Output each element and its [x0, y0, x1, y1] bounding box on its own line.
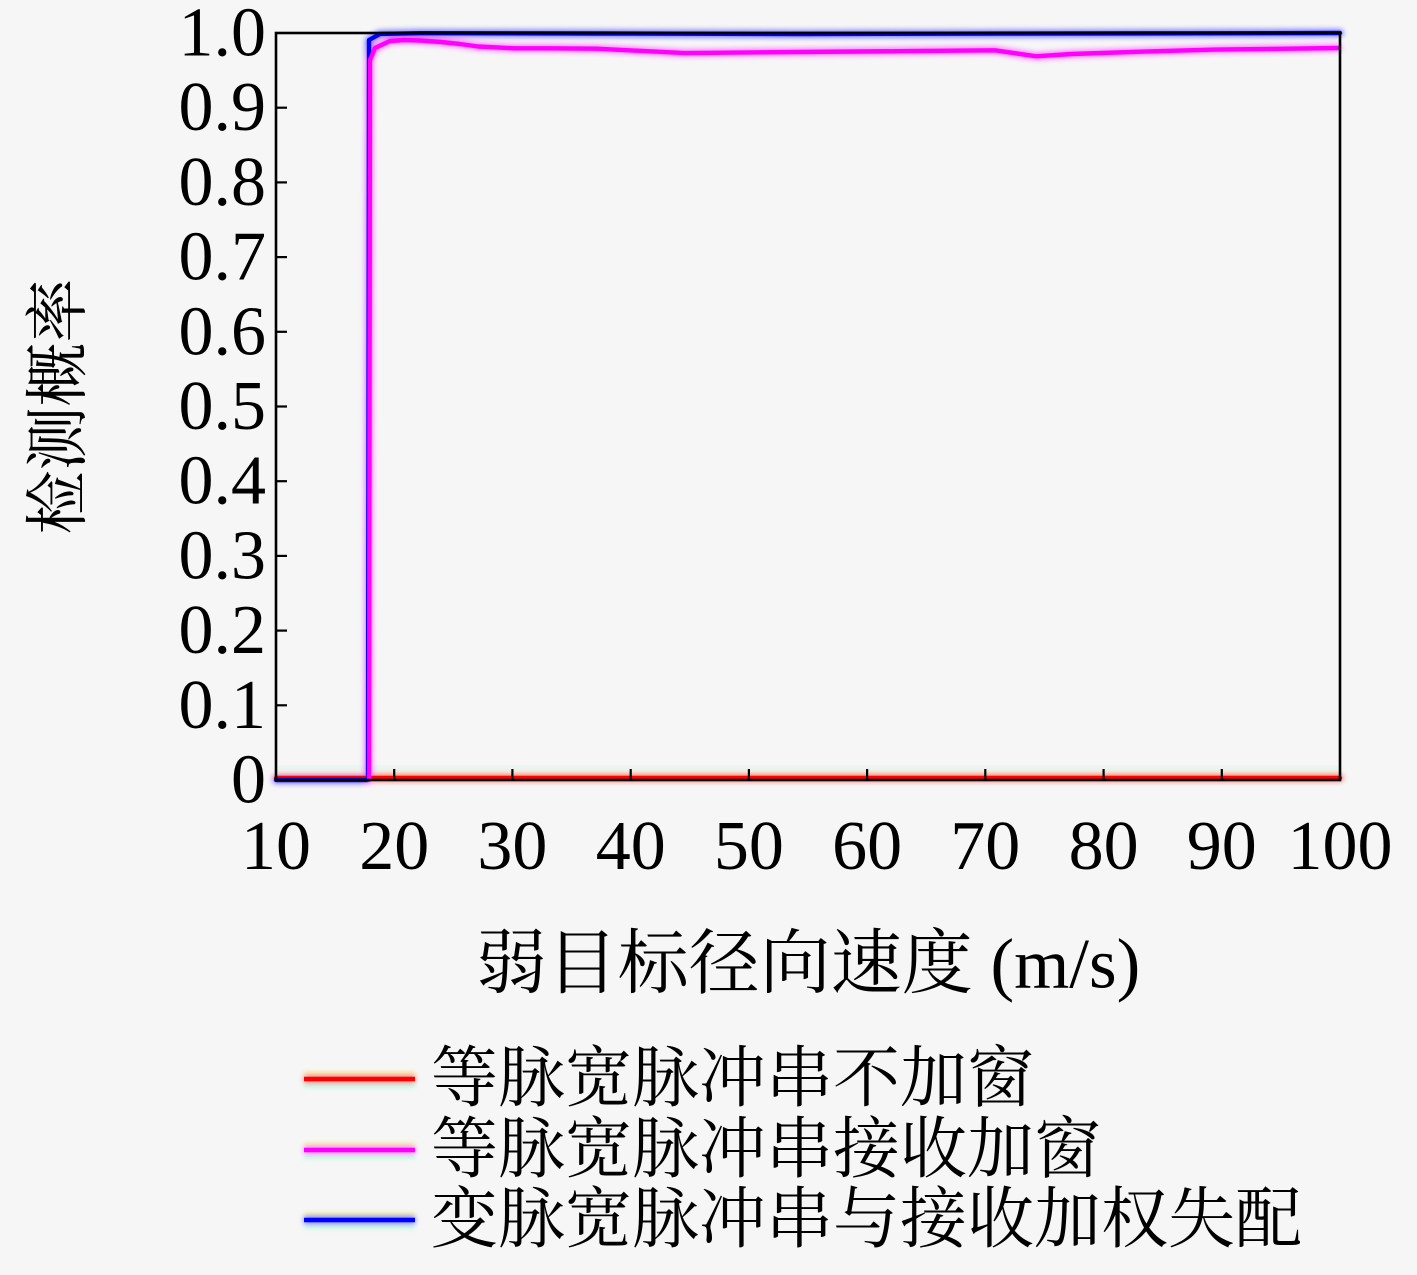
- svg-text:90: 90: [1187, 808, 1257, 885]
- svg-text:0.4: 0.4: [179, 443, 267, 520]
- svg-text:弱目标径向速度 (m/s): 弱目标径向速度 (m/s): [476, 926, 1141, 1004]
- svg-text:30: 30: [477, 808, 547, 885]
- svg-text:0.7: 0.7: [179, 219, 267, 296]
- svg-text:10: 10: [241, 808, 311, 885]
- svg-text:80: 80: [1069, 808, 1139, 885]
- svg-text:0.5: 0.5: [179, 368, 267, 445]
- svg-text:70: 70: [950, 808, 1020, 885]
- svg-text:等脉宽脉冲串不加窗: 等脉宽脉冲串不加窗: [431, 1042, 1034, 1116]
- svg-text:0.9: 0.9: [179, 69, 267, 146]
- svg-text:0.6: 0.6: [179, 293, 267, 370]
- svg-text:0.8: 0.8: [179, 144, 267, 221]
- svg-text:变脉宽脉冲串与接收加权失配: 变脉宽脉冲串与接收加权失配: [431, 1183, 1302, 1257]
- svg-text:0.3: 0.3: [179, 517, 267, 594]
- svg-text:0.1: 0.1: [179, 667, 267, 744]
- svg-text:60: 60: [832, 808, 902, 885]
- svg-text:检测概率: 检测概率: [23, 279, 94, 535]
- svg-text:0.2: 0.2: [179, 592, 267, 669]
- svg-text:等脉宽脉冲串接收加窗: 等脉宽脉冲串接收加窗: [431, 1113, 1101, 1187]
- svg-text:50: 50: [714, 808, 784, 885]
- svg-text:1.0: 1.0: [179, 0, 267, 72]
- svg-text:100: 100: [1288, 808, 1393, 885]
- svg-text:20: 20: [359, 808, 429, 885]
- svg-text:40: 40: [596, 808, 666, 885]
